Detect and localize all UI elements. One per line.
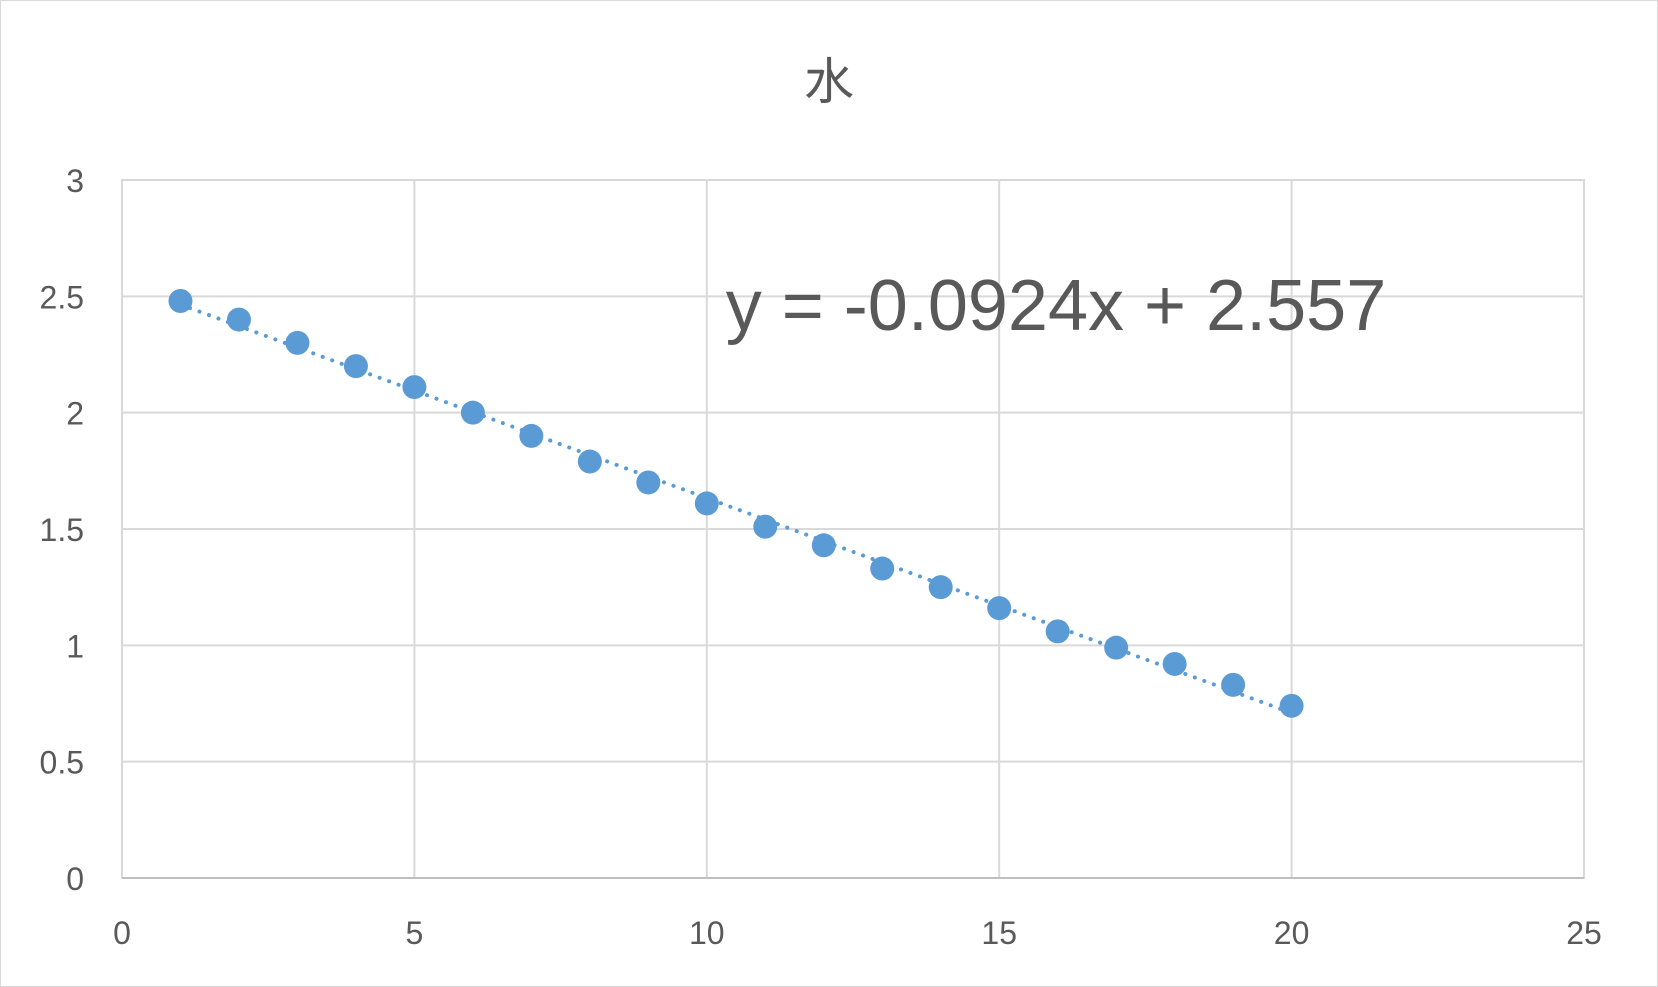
data-points bbox=[168, 288, 1304, 718]
data-point bbox=[168, 288, 193, 313]
y-tick-label: 0.5 bbox=[40, 745, 84, 781]
data-point bbox=[1279, 693, 1304, 718]
data-point bbox=[987, 596, 1012, 621]
data-point bbox=[694, 491, 719, 516]
y-tick-label: 1.5 bbox=[40, 512, 84, 548]
data-point bbox=[343, 354, 368, 379]
x-tick-label: 10 bbox=[689, 915, 725, 951]
data-point bbox=[1162, 651, 1187, 676]
x-tick-label: 25 bbox=[1566, 915, 1602, 951]
data-point bbox=[226, 307, 251, 332]
data-point bbox=[636, 470, 661, 495]
x-tick-label: 5 bbox=[406, 915, 424, 951]
data-point bbox=[460, 400, 485, 425]
trendline-equation-label: y = -0.0924x + 2.557 bbox=[726, 266, 1386, 346]
chart-title: 水 bbox=[804, 53, 854, 111]
y-tick-label: 3 bbox=[66, 163, 84, 199]
y-tick-label: 0 bbox=[66, 861, 84, 897]
data-point bbox=[870, 556, 895, 581]
data-point bbox=[402, 375, 427, 400]
data-point bbox=[1045, 619, 1070, 644]
data-point bbox=[928, 575, 953, 600]
data-point bbox=[577, 449, 602, 474]
data-point bbox=[1104, 635, 1129, 660]
y-tick-label: 1 bbox=[66, 628, 84, 664]
x-tick-label: 20 bbox=[1274, 915, 1310, 951]
x-tick-label: 15 bbox=[981, 915, 1017, 951]
axes: 0 5 10 15 20 25 0 0.5 1 1.5 2 2.5 3 bbox=[40, 163, 1602, 951]
data-point bbox=[285, 330, 310, 355]
data-point bbox=[519, 423, 544, 448]
x-tick-label: 0 bbox=[113, 915, 131, 951]
y-tick-label: 2.5 bbox=[40, 279, 84, 315]
data-point bbox=[811, 533, 836, 558]
data-point bbox=[753, 514, 778, 539]
data-point bbox=[1221, 672, 1246, 697]
y-tick-label: 2 bbox=[66, 396, 84, 432]
